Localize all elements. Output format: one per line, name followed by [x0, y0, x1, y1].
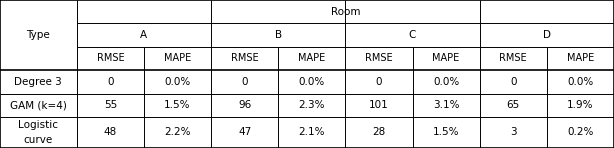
Text: 65: 65	[507, 100, 520, 110]
Text: C: C	[409, 30, 416, 40]
Text: 0.2%: 0.2%	[567, 127, 594, 137]
Text: 47: 47	[238, 127, 251, 137]
Text: 0.0%: 0.0%	[298, 77, 325, 87]
Text: 96: 96	[238, 100, 251, 110]
Text: Logistic: Logistic	[18, 120, 58, 130]
Text: 2.1%: 2.1%	[298, 127, 325, 137]
Text: 55: 55	[104, 100, 117, 110]
Text: 0: 0	[241, 77, 248, 87]
Text: 0.0%: 0.0%	[165, 77, 190, 87]
Text: 0.0%: 0.0%	[567, 77, 594, 87]
Text: RMSE: RMSE	[499, 53, 527, 63]
Text: MAPE: MAPE	[298, 53, 325, 63]
Text: MAPE: MAPE	[567, 53, 594, 63]
Text: 1.5%: 1.5%	[433, 127, 459, 137]
Text: RMSE: RMSE	[231, 53, 258, 63]
Text: D: D	[543, 30, 551, 40]
Text: B: B	[274, 30, 282, 40]
Text: Room: Room	[330, 7, 360, 17]
Text: Degree 3: Degree 3	[15, 77, 62, 87]
Text: Type: Type	[26, 30, 50, 40]
Text: 0: 0	[107, 77, 114, 87]
Text: curve: curve	[24, 135, 53, 145]
Text: MAPE: MAPE	[164, 53, 191, 63]
Text: 28: 28	[372, 127, 386, 137]
Text: 1.9%: 1.9%	[567, 100, 594, 110]
Text: RMSE: RMSE	[365, 53, 393, 63]
Text: 0.0%: 0.0%	[433, 77, 459, 87]
Text: 0: 0	[510, 77, 516, 87]
Text: 3: 3	[510, 127, 516, 137]
Text: 48: 48	[104, 127, 117, 137]
Text: A: A	[141, 30, 147, 40]
Text: 101: 101	[369, 100, 389, 110]
Text: 1.5%: 1.5%	[164, 100, 191, 110]
Text: 0: 0	[376, 77, 382, 87]
Text: MAPE: MAPE	[432, 53, 460, 63]
Text: 3.1%: 3.1%	[433, 100, 459, 110]
Text: RMSE: RMSE	[96, 53, 124, 63]
Text: GAM (k=4): GAM (k=4)	[10, 100, 67, 110]
Text: 2.2%: 2.2%	[164, 127, 191, 137]
Text: 2.3%: 2.3%	[298, 100, 325, 110]
